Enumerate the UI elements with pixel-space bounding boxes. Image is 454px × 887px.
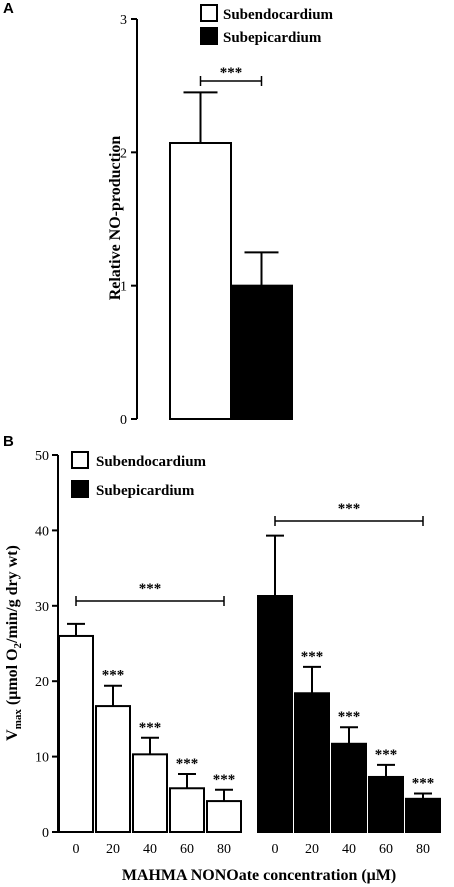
panel-b-legend: Subendocardium Subepicardium <box>71 451 207 499</box>
panel-b-x-axis-label: MAHMA NONOate concentration (μM) <box>122 867 396 884</box>
panel-a-significance: *** <box>199 65 263 86</box>
x-tick-label: 60 <box>379 842 393 857</box>
panel-a-y-axis: 0 1 2 3 <box>120 13 138 428</box>
legend-label: Subepicardium <box>223 30 322 46</box>
significance-label: *** <box>338 709 361 725</box>
legend-label: Subendocardium <box>96 454 207 470</box>
legend-label: Subendocardium <box>223 7 334 23</box>
y-tick-label: 1 <box>120 280 127 295</box>
panel-a: A 0 1 2 3 *** Subendocardium Subepicardium R… <box>3 0 334 428</box>
significance-label: *** <box>338 501 361 517</box>
x-tick-label: 0 <box>73 842 80 857</box>
significance-label: *** <box>220 65 243 81</box>
y-tick-label: 50 <box>35 449 49 464</box>
y-tick-label: 3 <box>120 13 127 28</box>
bar-subendocardium-40 <box>132 753 168 834</box>
bar-subendocardium-60 <box>169 787 205 834</box>
y-tick-label: 2 <box>120 146 127 161</box>
bar-subepicardium <box>230 284 293 420</box>
x-tick-label: 20 <box>106 842 120 857</box>
y-tick-label: 0 <box>42 826 49 841</box>
bar-subepicardium-60 <box>368 775 404 834</box>
y-tick-label: 10 <box>35 751 49 766</box>
y-tick-label: 0 <box>120 413 127 428</box>
legend-swatch <box>71 451 89 469</box>
legend-label: Subepicardium <box>96 483 195 499</box>
significance-label: *** <box>213 772 236 788</box>
bar-subepicardium-0 <box>257 594 293 833</box>
legend-swatch <box>200 4 218 22</box>
panel-a-legend: Subendocardium Subepicardium <box>200 4 334 46</box>
bar-subendocardium <box>169 142 232 420</box>
significance-label: *** <box>102 668 125 684</box>
bar-subepicardium-40 <box>331 742 367 833</box>
bar-subendocardium-0 <box>58 634 94 834</box>
x-tick-label: 80 <box>217 842 231 857</box>
panel-b-y-axis-label: Vmax (μmol O2/min/g dry wt) <box>4 545 24 741</box>
bar-subendocardium-80 <box>206 800 242 833</box>
x-tick-label: 80 <box>416 842 430 857</box>
y-tick-label: 20 <box>35 675 49 690</box>
significance-label: *** <box>375 747 398 763</box>
x-tick-label: 40 <box>342 842 356 857</box>
panel-b-x-ticks: 0 20 40 60 80 0 20 40 60 80 <box>73 842 431 857</box>
panel-b-bars: *** *** *** *** *** *** *** *** <box>58 534 441 834</box>
significance-label: *** <box>139 581 162 597</box>
significance-label: *** <box>139 720 162 736</box>
x-tick-label: 40 <box>143 842 157 857</box>
bar-subendocardium-20 <box>95 705 131 833</box>
legend-swatch <box>71 480 89 498</box>
y-tick-label: 30 <box>35 600 49 615</box>
panel-b-significance: *** *** <box>75 501 424 606</box>
significance-label: *** <box>301 649 324 665</box>
x-tick-label: 0 <box>272 842 279 857</box>
significance-label: *** <box>412 776 435 792</box>
panel-a-bars <box>169 91 293 420</box>
x-tick-label: 60 <box>180 842 194 857</box>
bar-subepicardium-80 <box>405 797 441 833</box>
panel-b-y-axis: 0 10 20 30 40 50 <box>35 449 59 841</box>
y-tick-label: 40 <box>35 524 49 539</box>
panel-a-y-axis-label: Relative NO-production <box>107 136 124 301</box>
panel-b-letter: B <box>3 433 14 450</box>
x-tick-label: 20 <box>305 842 319 857</box>
legend-swatch <box>200 27 218 45</box>
significance-label: *** <box>176 756 199 772</box>
bar-subepicardium-20 <box>294 692 330 833</box>
panel-a-letter: A <box>3 0 14 17</box>
